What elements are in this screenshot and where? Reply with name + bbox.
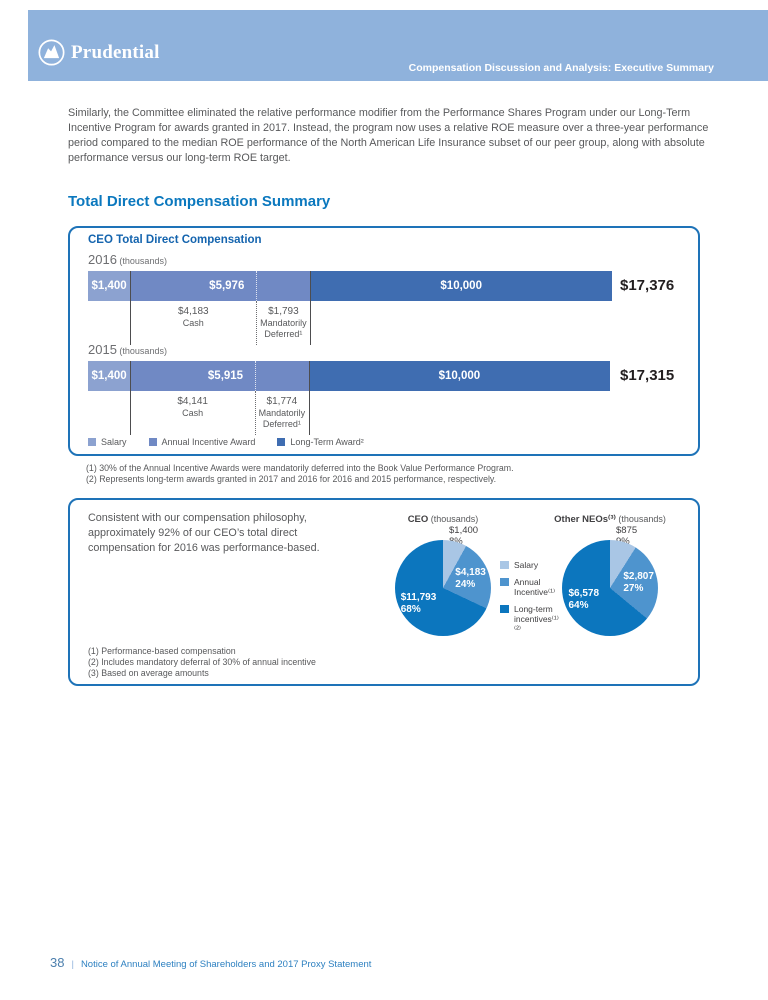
annual-incentive-segment: $5,976: [130, 271, 311, 301]
long-term-segment: $10,000: [310, 271, 612, 301]
salary-value: $1,400: [91, 370, 127, 382]
annual-incentive-value: $5,915: [207, 370, 244, 382]
legend-swatch: [148, 438, 157, 446]
neo-pie-chart: Other NEOs⁽³⁾ (thousands) $875 9% $2,807…: [554, 514, 666, 644]
prudential-brand: Prudential: [38, 39, 160, 66]
footnote: (3) Based on average amounts: [88, 668, 209, 678]
legend-swatch: [277, 438, 286, 446]
ceo-pie-title: CEO (thousands): [408, 514, 479, 525]
footer-text: Notice of Annual Meeting of Shareholders…: [80, 959, 372, 970]
bar-total-2016: $17,376: [620, 277, 675, 294]
neo-pie-title: Other NEOs⁽³⁾ (thousands): [554, 514, 666, 525]
bar-group-2016: 2016 (thousands) $1,400 $5,976 $10,000 $4,18…: [88, 252, 688, 345]
intro-paragraph: Similarly, the Committee eliminated the …: [68, 107, 709, 164]
salary-segment: $1,400: [88, 271, 131, 301]
pie-slice-label: $11,793 68%: [400, 591, 437, 615]
legend-item: Long-Term Award²: [277, 437, 364, 447]
ceo-pie-title-unit: (thousands): [428, 514, 479, 524]
pie-legend-swatch: [500, 578, 509, 586]
page-footer: 38 | Notice of Annual Meeting of Shareho…: [50, 955, 371, 970]
bar-chart-footnotes: (1) 30% of the Annual Incentive Awards w…: [86, 463, 514, 485]
pie-slice-label: $2,807 27%: [623, 571, 654, 595]
pie-section-paragraph: Consistent with our compensation philoso…: [88, 512, 320, 554]
legend-label: Salary: [101, 437, 127, 447]
footnote: (1) Performance-based compensation: [88, 646, 236, 656]
bar-group-2015: 2015 (thousands) $1,400 $5,915 $10,000 $4,14…: [88, 342, 688, 435]
ceo-pie-chart: CEO (thousands) $1,400 8% $4,183 24%$11,…: [395, 514, 491, 644]
cash-annotation: $4,183 Cash: [177, 306, 209, 328]
dotted-divider-cash-deferred: [256, 271, 258, 301]
bar-row-2016: $1,400 $5,976 $10,000 $4,183 Cash $1,793 Manda…: [88, 271, 688, 345]
pie-legend-item: Salary: [500, 560, 562, 570]
page-title: Total Direct Compensation Summary: [68, 193, 331, 210]
neo-pie-title-name: Other NEOs⁽³⁾: [554, 514, 616, 525]
prudential-rock-logo-icon: [38, 39, 65, 66]
pie-legend-swatch: [500, 605, 509, 613]
neo-pie: $2,807 27% $6,578 64%: [562, 540, 658, 636]
annual-incentive-segment: $5,915: [130, 361, 309, 391]
dotted-divider-cash-deferred: [255, 391, 257, 435]
salary-segment: $1,400: [88, 361, 131, 391]
deferred-annotation: $1,774 Mandatorily Deferred¹: [258, 396, 306, 429]
page-number: 38: [50, 955, 65, 970]
dotted-divider-cash-deferred: [256, 301, 258, 345]
long-term-value: $10,000: [440, 280, 482, 292]
footnote: (2) Includes mandatory deferral of 30% o…: [88, 657, 316, 667]
long-term-segment: $10,000: [308, 361, 611, 391]
footer-separator: |: [71, 959, 74, 970]
divider-annual-lti: [310, 271, 312, 345]
bar-total-2015: $17,315: [620, 367, 675, 384]
header-section-title: Compensation Discussion and Analysis: Ex…: [408, 62, 714, 74]
bar-chart-title: CEO Total Direct Compensation: [88, 234, 262, 246]
pie-slice-label: $6,578 64%: [568, 588, 600, 612]
salary-value: $1,400: [91, 280, 127, 292]
cash-annotation: $4,141 Cash: [177, 396, 208, 418]
pie-legend-label: Salary: [514, 560, 539, 570]
bar-year-label: 2015 (thousands): [88, 342, 167, 357]
pie-legend-label: Annual Incentive⁽¹⁾: [514, 577, 556, 597]
pie-legend-label: Long-term incentives⁽¹⁾⁽²⁾: [514, 604, 559, 634]
divider-salary-annual: [130, 271, 132, 345]
neo-pie-title-unit: (thousands): [615, 514, 666, 524]
legend-label: Annual Incentive Award: [161, 437, 256, 447]
ceo-pie: $4,183 24% $11,793 68%: [395, 540, 491, 636]
dotted-divider-cash-deferred: [255, 361, 257, 391]
pie-slice-label: $4,183 24%: [455, 567, 486, 591]
brand-name: Prudential: [71, 41, 160, 63]
long-term-value: $10,000: [438, 370, 481, 382]
pie-legend-item: Long-term incentives⁽¹⁾⁽²⁾: [500, 604, 562, 634]
pie-legend-item: Annual Incentive⁽¹⁾: [500, 577, 562, 597]
deferred-annotation: $1,793 Mandatorily Deferred¹: [260, 306, 307, 339]
performance-based-panel: Consistent with our compensation philoso…: [68, 498, 700, 686]
annual-incentive-value: $5,976: [209, 280, 245, 292]
ceo-tdc-panel: CEO Total Direct Compensation 2016 (thou…: [68, 226, 700, 456]
legend-label: Long-Term Award²: [290, 437, 364, 447]
bar-track-2015: $1,400 $5,915 $10,000 $4,141 Cash $1,774 Manda…: [88, 361, 612, 435]
bar-year-label: 2016 (thousands): [88, 252, 167, 267]
ceo-pie-title-name: CEO: [407, 514, 429, 525]
legend-swatch: [88, 438, 96, 446]
page-header: Prudential Compensation Discussion and A…: [28, 10, 768, 81]
bar-track-2016: $1,400 $5,976 $10,000 $4,183 Cash $1,793 Manda…: [88, 271, 612, 345]
legend-item: Salary: [88, 437, 127, 447]
legend-item: Annual Incentive Award: [148, 437, 256, 447]
bar-row-2015: $1,400 $5,915 $10,000 $4,141 Cash $1,774 Manda…: [88, 361, 688, 435]
divider-annual-lti: [308, 361, 310, 435]
footnote: (2) Represents long-term awards granted …: [86, 474, 497, 484]
footnote: (1) 30% of the Annual Incentive Awards w…: [86, 463, 514, 473]
bar-chart-legend: Salary Annual Incentive Award Long-Term Aw…: [88, 437, 364, 447]
pie-legend-swatch: [500, 561, 509, 569]
pie-legend: Salary Annual Incentive⁽¹⁾ Long-term incen…: [500, 560, 562, 634]
divider-salary-annual: [130, 361, 132, 435]
pie-section-footnotes: (1) Performance-based compensation (2) In…: [88, 646, 316, 679]
